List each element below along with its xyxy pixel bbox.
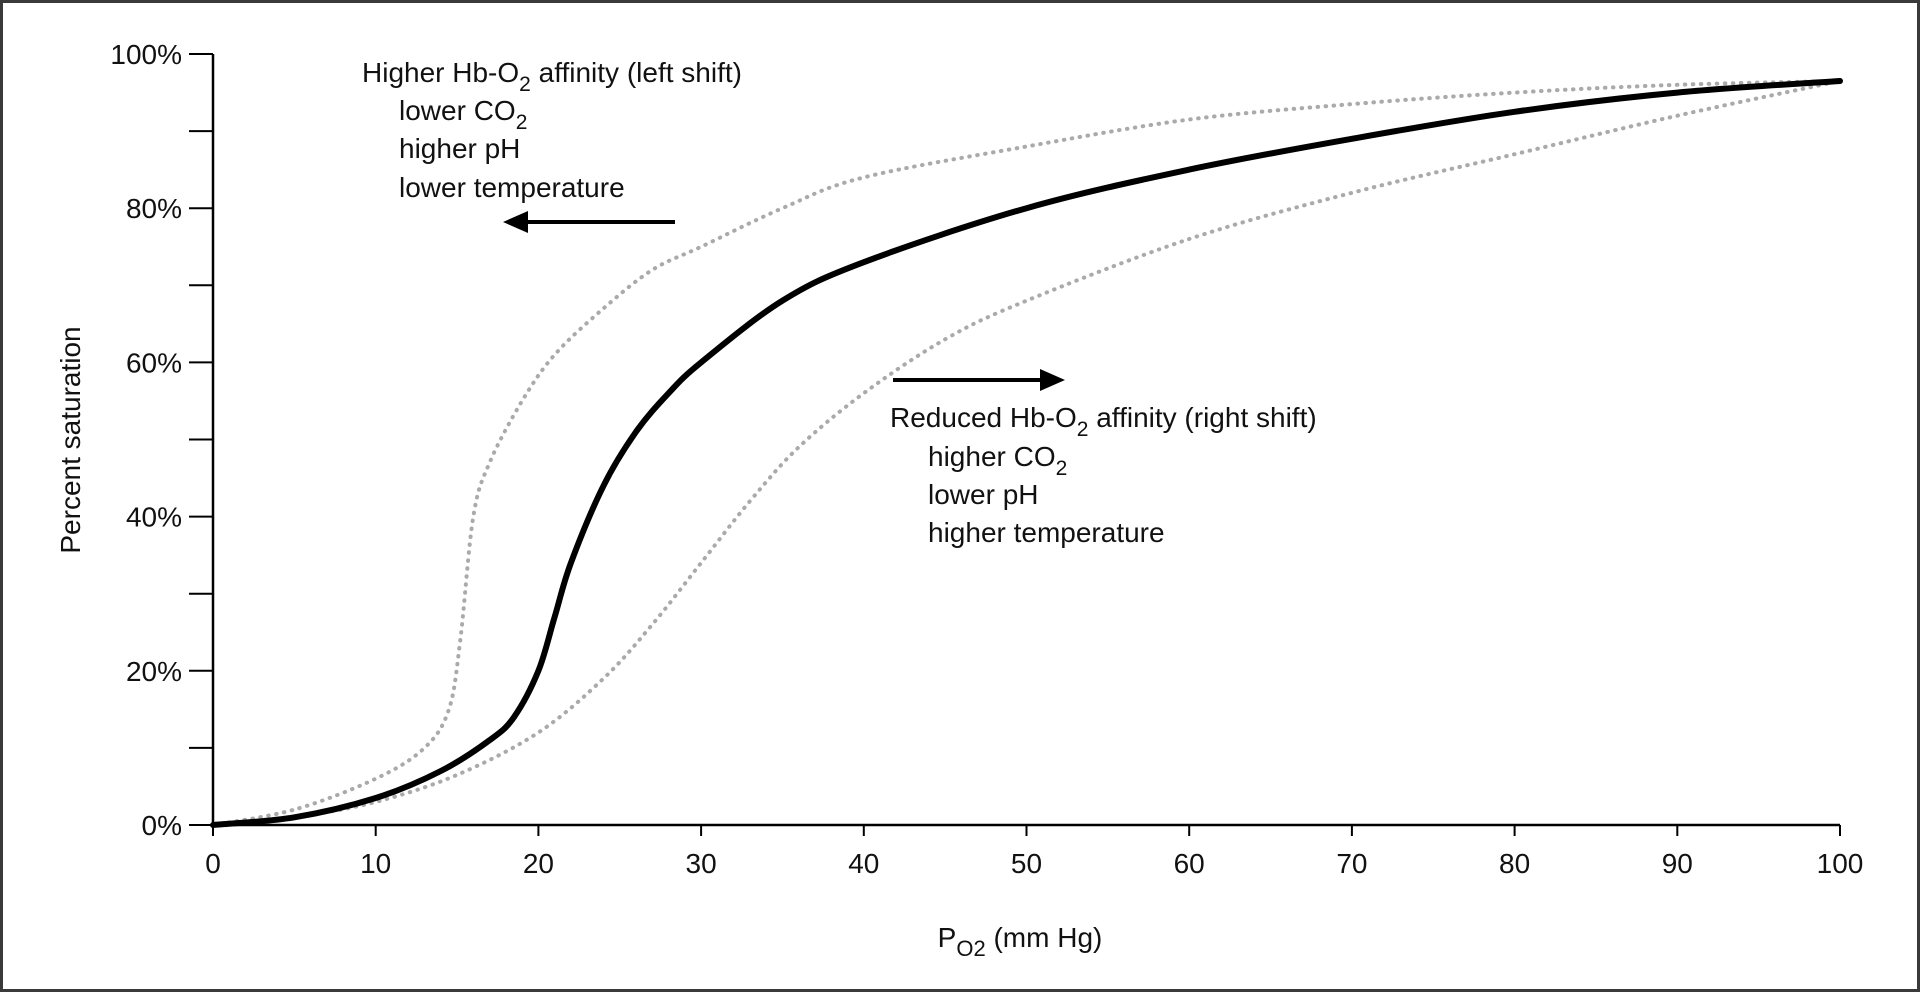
x-ticks: 0 10 20 30 40 50 60 70 80 90 100 xyxy=(205,825,1863,879)
right-shift-curve xyxy=(211,79,1842,827)
curves xyxy=(210,78,1843,828)
right-shift-line-1-sub: 2 xyxy=(1056,457,1068,480)
x-axis-label-rest: (mm Hg) xyxy=(986,922,1103,953)
y-ticks: 0% 20% 40% 60% 80% 100% xyxy=(110,39,213,841)
normal-curve xyxy=(210,78,1843,828)
y-tick-label: 40% xyxy=(126,502,182,533)
y-tick-label: 100% xyxy=(110,39,182,70)
left-shift-annotation: Higher Hb-O2 affinity (left shift) lower… xyxy=(362,57,742,233)
left-shift-line-3: lower temperature xyxy=(399,172,625,203)
left-shift-line-1: lower CO2 xyxy=(399,95,527,134)
right-shift-line-1-a: higher CO xyxy=(928,441,1056,472)
right-shift-line-1: higher CO2 xyxy=(928,441,1067,480)
right-shift-heading: Reduced Hb-O2 affinity (right shift) xyxy=(890,402,1317,441)
y-tick-label: 80% xyxy=(126,193,182,224)
x-tick-label: 70 xyxy=(1336,848,1367,879)
x-tick-label: 40 xyxy=(848,848,879,879)
left-shift-line-1-a: lower CO xyxy=(399,95,516,126)
x-tick-label: 0 xyxy=(205,848,221,879)
right-shift-annotation: Reduced Hb-O2 affinity (right shift) hig… xyxy=(890,369,1317,548)
left-shift-curve xyxy=(211,79,1842,827)
x-tick-label: 30 xyxy=(686,848,717,879)
x-tick-label: 100 xyxy=(1817,848,1864,879)
left-shift-line-2: higher pH xyxy=(399,133,520,164)
y-tick-label: 60% xyxy=(126,347,182,378)
left-arrow-icon xyxy=(503,211,675,233)
y-tick-label: 0% xyxy=(142,810,182,841)
x-tick-label: 90 xyxy=(1662,848,1693,879)
right-shift-line-2: lower pH xyxy=(928,479,1038,510)
right-shift-line-3: higher temperature xyxy=(928,517,1165,548)
y-axis-label: Percent saturation xyxy=(55,326,86,553)
right-shift-heading-b: affinity (right shift) xyxy=(1088,402,1316,433)
x-tick-label: 50 xyxy=(1011,848,1042,879)
x-tick-label: 80 xyxy=(1499,848,1530,879)
left-shift-heading-b: affinity (left shift) xyxy=(531,57,742,88)
y-tick-label: 20% xyxy=(126,656,182,687)
x-tick-label: 10 xyxy=(360,848,391,879)
right-shift-heading-a: Reduced Hb-O xyxy=(890,402,1077,433)
x-axis-label: PO2 (mm Hg) xyxy=(938,922,1103,961)
x-axis-label-sub: O2 xyxy=(956,936,985,961)
x-axis-label-main: P xyxy=(938,922,957,953)
x-tick-label: 60 xyxy=(1174,848,1205,879)
right-shift-heading-sub: 2 xyxy=(1077,418,1089,441)
left-shift-heading-sub: 2 xyxy=(519,73,531,96)
left-shift-heading-a: Higher Hb-O xyxy=(362,57,519,88)
left-shift-heading: Higher Hb-O2 affinity (left shift) xyxy=(362,57,742,96)
x-tick-label: 20 xyxy=(523,848,554,879)
left-shift-line-1-sub: 2 xyxy=(516,111,528,134)
right-arrow-icon xyxy=(893,369,1065,391)
axes xyxy=(211,54,1840,827)
